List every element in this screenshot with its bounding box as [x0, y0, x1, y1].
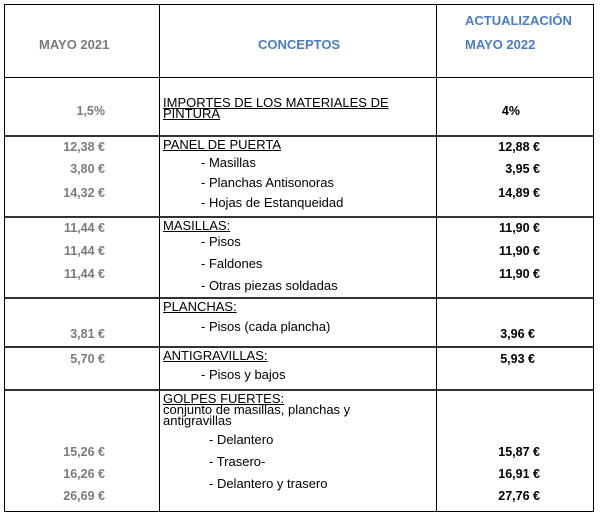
row-divider: [5, 216, 593, 218]
row-divider: [5, 77, 593, 78]
concept-panel-de-puerta: PANEL DE PUERTA: [163, 137, 281, 152]
old-price: 15,26 €: [63, 445, 105, 459]
new-price: 3,95 €: [505, 162, 540, 176]
concept-golpes-subtitle-line2: antigravillas: [163, 413, 232, 428]
new-price: 11,90 €: [498, 267, 540, 281]
concept-item: - Otras piezas soldadas: [201, 278, 338, 293]
old-price: 1,5%: [76, 104, 106, 118]
header-mayo-2022: MAYO 2022: [465, 37, 536, 52]
old-price: 14,32 €: [63, 186, 105, 200]
concept-item: - Pisos: [201, 234, 241, 249]
concept-item: - Delantero y trasero: [209, 476, 328, 491]
header-conceptos: CONCEPTOS: [258, 37, 341, 52]
concept-item: - Faldones: [201, 256, 263, 271]
old-price: 26,69 €: [63, 489, 105, 503]
concept-item: - Planchas Antisonoras: [201, 175, 334, 190]
old-price: 12,38 €: [63, 140, 105, 154]
column-divider: [159, 5, 160, 511]
column-divider: [436, 5, 437, 511]
new-price: 14,89 €: [498, 186, 540, 200]
concept-item: - Pisos (cada plancha): [201, 319, 331, 334]
row-divider: [5, 135, 593, 137]
concept-importes-line1: IMPORTES DE LOS MATERIALES DE: [163, 95, 389, 110]
old-price: 5,70 €: [70, 352, 105, 366]
row-divider: [5, 297, 593, 299]
concept-item: - Hojas de Estanqueidad: [201, 195, 344, 210]
new-price: 11,90 €: [498, 221, 540, 235]
old-price: 3,81 €: [70, 327, 105, 341]
new-price: 27,76 €: [498, 489, 540, 503]
header-actualizacion: ACTUALIZACIÓN: [465, 13, 572, 28]
header-mayo-2021: MAYO 2021: [39, 37, 110, 52]
concept-item: - Pisos y bajos: [201, 367, 286, 382]
new-price: 11,90 €: [498, 244, 540, 258]
price-table: MAYO 2021 CONCEPTOS ACTUALIZACIÓN MAYO 2…: [4, 4, 594, 512]
row-divider: [5, 389, 593, 391]
concept-golpes-fuertes: GOLPES FUERTES:: [163, 391, 285, 406]
concept-item: - Delantero: [209, 432, 274, 447]
row-divider: [5, 346, 593, 348]
concept-item: - Trasero-: [209, 454, 266, 469]
concept-importes-line2: PINTURA: [163, 106, 221, 121]
new-price: 4%: [501, 104, 520, 118]
old-price: 3,80 €: [70, 162, 105, 176]
old-price: 16,26 €: [63, 467, 105, 481]
new-price: 15,87 €: [498, 445, 540, 459]
new-price: 3,96 €: [500, 327, 535, 341]
concept-planchas: PLANCHAS:: [163, 299, 237, 314]
new-price: 16,91 €: [498, 467, 540, 481]
new-price: 12,88 €: [498, 140, 540, 154]
old-price: 11,44 €: [63, 267, 105, 281]
new-price: 5,93 €: [500, 352, 535, 366]
concept-masillas: MASILLAS:: [163, 218, 231, 233]
old-price: 11,44 €: [63, 221, 105, 235]
concept-antigravillas: ANTIGRAVILLAS:: [163, 348, 268, 363]
concept-golpes-subtitle-line1: conjunto de masillas, planchas y: [163, 402, 351, 417]
concept-item: - Masillas: [201, 155, 256, 170]
old-price: 11,44 €: [63, 244, 105, 258]
